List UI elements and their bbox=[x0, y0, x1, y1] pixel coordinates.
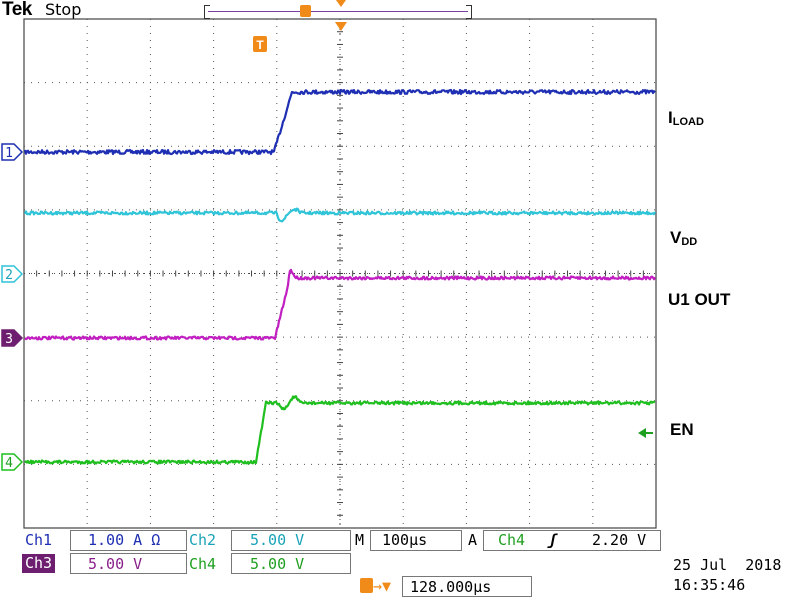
trigger-slope-icon: ʃ bbox=[548, 531, 558, 549]
ch2-scale-box[interactable] bbox=[231, 530, 351, 551]
timebase-label: M bbox=[355, 531, 365, 549]
status-bar: Tek Stop bbox=[0, 0, 800, 22]
ch4-label: Ch4 bbox=[189, 555, 217, 573]
trigger-position-arrow: →▼ bbox=[373, 577, 392, 595]
ch3-scale-box[interactable] bbox=[70, 553, 187, 574]
label-u1-out: U1 OUT bbox=[668, 290, 731, 309]
svg-text:3: 3 bbox=[5, 332, 13, 347]
date: 25 Jul 2018 bbox=[673, 556, 782, 574]
label-iload: ILOAD bbox=[668, 108, 704, 128]
ch2-scale: 5.00 V bbox=[250, 531, 305, 549]
record-position-bar bbox=[204, 2, 472, 19]
ch3-label: Ch3 bbox=[22, 554, 56, 573]
acquisition-state: Stop bbox=[45, 0, 82, 19]
trigger-level-arrow-icon bbox=[638, 428, 646, 438]
trigger-level: 2.20 V bbox=[592, 531, 647, 549]
ch4-scale: 5.00 V bbox=[250, 555, 305, 573]
scope-screen: T 1 2 3 4 bbox=[1, 0, 657, 529]
channel-4-marker-icon[interactable]: 4 bbox=[1, 453, 24, 471]
trigger-position-arrow-icon bbox=[335, 22, 347, 31]
waveform-traces bbox=[23, 88, 657, 465]
trace-ch4 bbox=[24, 395, 656, 465]
ch3-scale: 5.00 V bbox=[88, 555, 143, 573]
svg-text:4: 4 bbox=[5, 456, 13, 471]
ch1-label: Ch1 bbox=[25, 531, 53, 549]
trace-ch2 bbox=[23, 207, 657, 223]
ch1-scale: 1.00 A Ω bbox=[88, 531, 161, 549]
svg-text:2: 2 bbox=[5, 268, 13, 283]
trigger-label: A bbox=[468, 531, 478, 549]
timebase-box[interactable] bbox=[370, 530, 462, 551]
trigger-position-icon bbox=[360, 578, 373, 593]
svg-text:T: T bbox=[256, 38, 264, 52]
label-vdd: VDD bbox=[670, 228, 698, 248]
channel-3-marker-icon[interactable]: 3 bbox=[1, 329, 24, 347]
trigger-position-box[interactable] bbox=[402, 576, 532, 597]
trigger-position-arrow-icon bbox=[336, 0, 346, 7]
trace-ch3 bbox=[24, 268, 656, 341]
channel-1-marker-icon[interactable]: 1 bbox=[1, 143, 24, 161]
trigger-marker-icon: T bbox=[253, 36, 267, 52]
channel-2-marker-icon[interactable]: 2 bbox=[1, 265, 24, 283]
ch2-label: Ch2 bbox=[189, 531, 217, 549]
trigger-position-value: 128.000µs bbox=[410, 578, 492, 596]
svg-text:1: 1 bbox=[5, 146, 13, 161]
graticule-grid bbox=[23, 18, 657, 528]
trace-ch1 bbox=[23, 88, 656, 156]
trigger-source: Ch4 bbox=[498, 531, 526, 549]
ch4-scale-box[interactable] bbox=[231, 553, 351, 574]
trigger-box[interactable] bbox=[483, 530, 661, 551]
time: 16:35:46 bbox=[673, 576, 746, 594]
record-trigger-icon bbox=[300, 5, 311, 17]
brand-logo: Tek bbox=[2, 0, 32, 20]
timebase-value: 100µs bbox=[382, 531, 428, 549]
label-en: EN bbox=[670, 420, 694, 439]
ch1-scale-box[interactable] bbox=[70, 530, 187, 551]
